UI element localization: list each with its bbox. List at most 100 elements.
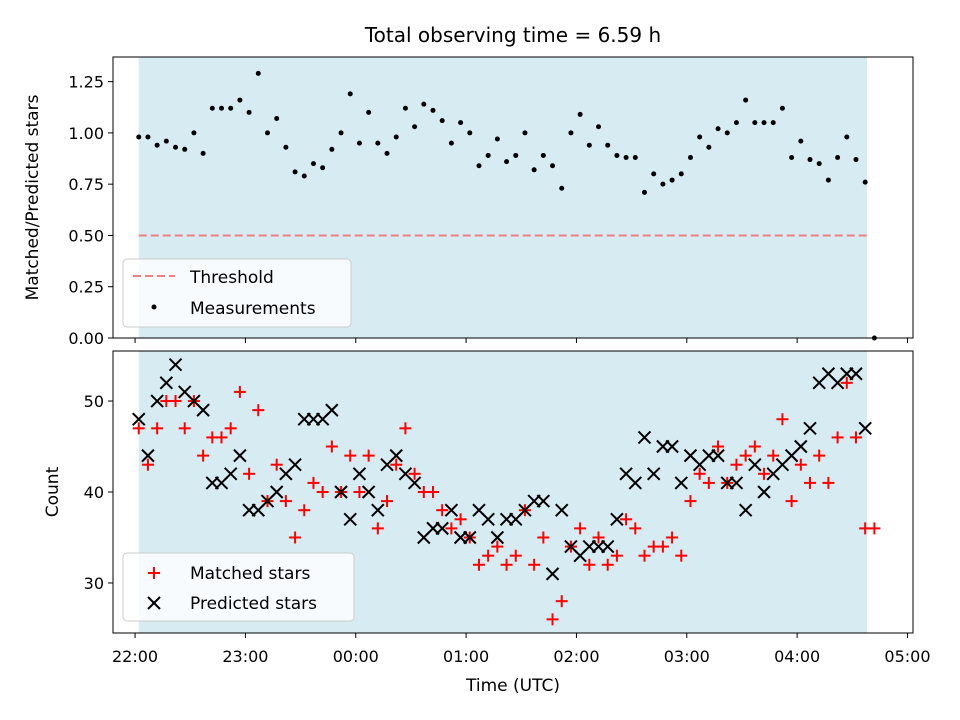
- matched-star-marker: [702, 476, 715, 489]
- predicted-star-marker: [168, 357, 183, 372]
- matched-star-marker: [574, 522, 587, 535]
- matched-star-marker: [371, 522, 384, 535]
- matched-star-marker: [509, 549, 522, 562]
- matched-star-marker: [482, 549, 495, 562]
- predicted-star-marker: [646, 467, 661, 481]
- matched-star-marker: [390, 458, 403, 471]
- matched-star-marker: [748, 440, 761, 453]
- count-y-tick-label: 40: [84, 483, 104, 502]
- predicted-star-marker: [601, 539, 615, 554]
- measurement-point: [283, 144, 289, 150]
- matched-star-marker: [610, 549, 623, 562]
- measurement-point: [439, 118, 445, 124]
- measurement-point: [586, 142, 592, 148]
- matched-star-marker: [381, 495, 394, 508]
- measurement-point: [844, 134, 850, 140]
- predicted-star-marker: [389, 448, 403, 463]
- measurement-point: [660, 181, 666, 187]
- measurement-point: [393, 134, 399, 140]
- ratio-y-axis-label: Matched/Predicted stars: [23, 94, 43, 300]
- count-y-tick-label: 30: [84, 574, 104, 593]
- ratio-y-tick-label: 0.00: [68, 329, 104, 348]
- matched-star-marker: [197, 449, 210, 462]
- matched-star-marker: [785, 495, 798, 508]
- predicted-star-marker: [288, 458, 302, 472]
- matched-stars-legend-swatch: [148, 567, 160, 579]
- matched-star-marker: [656, 540, 669, 553]
- matched-star-marker: [178, 422, 191, 435]
- matched-star-marker: [684, 495, 697, 508]
- predicted-star-marker: [610, 512, 624, 526]
- measurement-point: [467, 130, 473, 136]
- x-tick-label: 03:00: [664, 647, 710, 666]
- x-tick-label: 05:00: [884, 647, 930, 666]
- predicted-star-marker: [858, 421, 872, 436]
- predicted-star-marker: [233, 448, 247, 463]
- matched-star-marker: [298, 504, 311, 517]
- matched-star-marker: [316, 486, 329, 498]
- matched-star-marker: [840, 376, 853, 389]
- predicted-star-marker: [628, 476, 643, 490]
- matched-star-marker: [344, 449, 357, 462]
- predicted-star-marker: [159, 376, 174, 390]
- measurement-point: [789, 155, 795, 161]
- matched-star-marker: [454, 513, 467, 526]
- ratio-legend-box: [122, 258, 352, 328]
- predicted-star-marker: [343, 512, 357, 526]
- measurement-points: [136, 70, 877, 341]
- predicted-star-marker: [196, 403, 210, 417]
- x-tick-label: 22:00: [112, 647, 158, 666]
- matched-star-marker: [583, 558, 596, 571]
- ratio-y-tick-label: 1.25: [68, 73, 104, 92]
- x-tick-label: 01:00: [443, 647, 489, 666]
- predicted-star-marker: [223, 467, 238, 481]
- measurement-point: [448, 140, 454, 146]
- x-axis-label: Time (UTC): [465, 676, 560, 696]
- ratio-y-tick-label: 1.00: [68, 124, 104, 143]
- matched-star-marker: [472, 558, 485, 571]
- measurement-point: [310, 161, 316, 167]
- predicted-star-marker: [738, 503, 753, 517]
- predicted-star-marker: [748, 458, 762, 472]
- measurement-point: [320, 165, 326, 171]
- x-tick-label: 00:00: [333, 647, 379, 666]
- measurement-point: [255, 70, 261, 76]
- measurement-point: [761, 120, 767, 126]
- measurement-point: [366, 109, 372, 115]
- matched-star-marker: [666, 531, 679, 544]
- measurement-point: [494, 136, 500, 142]
- measurement-point: [347, 91, 353, 97]
- predicted-star-marker: [803, 421, 817, 436]
- measurement-point: [237, 97, 243, 103]
- measurement-point: [605, 142, 611, 148]
- measurement-point: [651, 171, 657, 177]
- measurement-point: [191, 130, 197, 136]
- matched-star-marker: [270, 458, 283, 471]
- measurement-point: [458, 120, 464, 126]
- measurement-point: [228, 105, 234, 111]
- matched-star-marker: [252, 404, 265, 417]
- matched-star-marker: [151, 422, 164, 435]
- measurement-point: [209, 105, 215, 111]
- measurement-point: [835, 155, 841, 161]
- measurement-point: [568, 130, 574, 136]
- matched-star-marker: [794, 458, 807, 471]
- measurement-point: [853, 157, 859, 163]
- predicted-stars-legend-label: Predicted stars: [190, 594, 317, 614]
- measurement-point: [678, 171, 684, 177]
- measurement-point: [421, 101, 427, 107]
- predicted-star-marker: [545, 567, 560, 581]
- predicted-star-marker: [637, 430, 652, 445]
- measurement-point: [329, 146, 335, 152]
- measurement-point: [779, 105, 785, 111]
- matched-star-marker: [804, 476, 817, 489]
- predicted-star-marker: [665, 439, 679, 454]
- predicted-star-marker: [674, 476, 688, 490]
- predicted-star-marker: [555, 503, 569, 517]
- measurement-point: [825, 177, 831, 183]
- measurement-point: [724, 130, 730, 136]
- measurement-point: [697, 134, 703, 140]
- measurement-point: [163, 138, 169, 144]
- measurement-point: [559, 185, 565, 191]
